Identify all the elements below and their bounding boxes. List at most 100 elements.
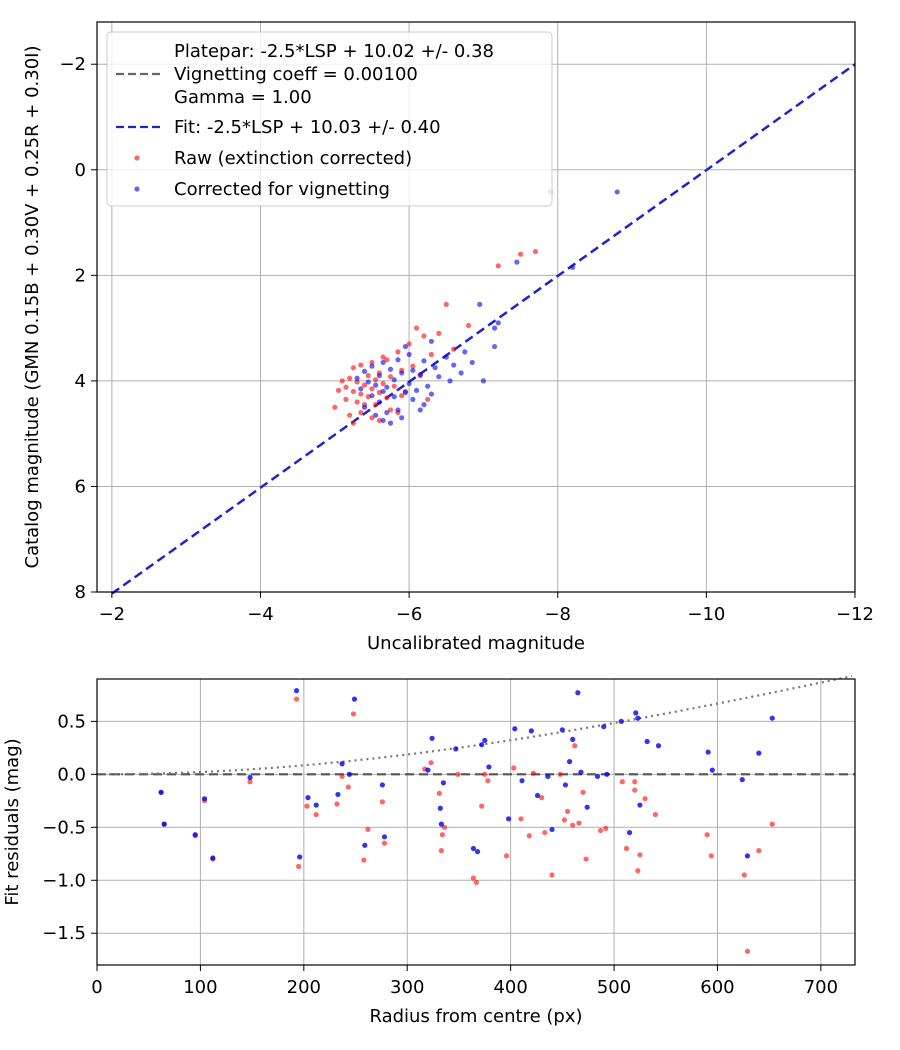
raw-point [451, 346, 457, 352]
residual-corrected-point [210, 855, 216, 861]
corrected-point [447, 378, 453, 384]
fit-line [111, 63, 856, 595]
residual-corrected-point [566, 759, 573, 765]
corrected-point [391, 377, 397, 383]
corrected-point [570, 264, 576, 271]
residual-corrected-point [705, 749, 711, 755]
residual-raw-point [304, 803, 310, 809]
bottom-x-tick-label: 700 [804, 977, 838, 998]
raw-point [532, 248, 539, 255]
residual-raw-point [637, 852, 643, 858]
corrected-point [421, 402, 427, 408]
residual-corrected-point [438, 821, 444, 827]
residual-corrected-point [570, 736, 576, 742]
residual-corrected-point [709, 767, 715, 773]
bottom-y-ticks: 0.5 0.0 −0.5 −1.0 −1.5 [42, 711, 97, 944]
legend-entry-raw: Raw (extinction corrected) [174, 148, 412, 169]
residual-corrected-point [351, 696, 358, 702]
corrected-point [417, 407, 423, 413]
corrected-point [365, 379, 371, 385]
residual-corrected-point [637, 802, 643, 808]
corrected-point [373, 382, 379, 388]
corrected-point [399, 370, 405, 376]
residual-raw-point [623, 845, 630, 852]
residual-corrected-point [626, 829, 633, 836]
top-y-tick-label: −2 [59, 54, 86, 75]
raw-point [387, 407, 394, 413]
residual-raw-point [561, 817, 568, 823]
raw-point [391, 383, 397, 389]
corrected-point [376, 399, 382, 405]
raw-point [373, 402, 379, 408]
corrected-point [480, 378, 487, 384]
top-x-tick-label: −4 [247, 604, 274, 625]
bottom-x-tick-label: 200 [287, 977, 321, 998]
residual-corrected-point [339, 761, 345, 767]
raw-point [399, 393, 405, 399]
residual-raw-point [572, 743, 578, 749]
residual-raw-point [379, 799, 386, 805]
residual-corrected-point [528, 728, 534, 734]
residual-raw-point [482, 771, 488, 777]
corrected-point [458, 370, 464, 376]
residual-corrected-point [482, 737, 488, 744]
corrected-point [369, 363, 375, 369]
top-x-tick-label: −2 [99, 604, 126, 625]
residual-raw-point [756, 848, 762, 854]
bottom-x-tick-label: 500 [597, 977, 631, 998]
residuals-plot: 0 100 200 300 400 500 600 700 0.5 0.0 −0.5 −1.0 −1.… [2, 675, 856, 1027]
residual-corrected-point [425, 767, 431, 773]
residual-corrected-point [575, 690, 581, 696]
residual-raw-point [296, 863, 302, 870]
residual-corrected-point [601, 724, 607, 730]
corrected-point [395, 357, 401, 363]
legend: Platepar: -2.5*LSP + 10.02 +/- 0.38 Vign… [106, 31, 553, 207]
bottom-grid [96, 679, 855, 965]
residual-corrected-point [584, 804, 590, 810]
residual-corrected-point [618, 718, 624, 724]
bottom-points [158, 688, 775, 954]
corrected-point [387, 420, 394, 426]
residual-raw-point [438, 848, 444, 854]
residual-corrected-point [201, 796, 208, 802]
magnitude-plot: −2 −4 −6 −8 −10 −12 −2 0 2 4 6 8 Uncalibrated magn… [22, 21, 874, 654]
residual-corrected-point [769, 715, 775, 721]
raw-point [495, 263, 501, 269]
corrected-point [384, 384, 390, 390]
legend-entry-vignetting: Vignetting coeff = 0.00100 [174, 64, 418, 85]
bottom-reference-lines [97, 675, 855, 776]
bottom-x-tick-label: 0 [91, 977, 102, 998]
corrected-point [402, 389, 409, 396]
legend-raw-swatch [134, 155, 140, 161]
raw-point [436, 330, 442, 336]
raw-point [350, 420, 356, 426]
residual-raw-point [365, 826, 371, 833]
residual-raw-point [652, 811, 659, 818]
residual-raw-point [744, 948, 751, 954]
raw-point [365, 373, 371, 379]
raw-point [384, 357, 390, 363]
raw-point [387, 374, 394, 380]
top-y-axis-label: Catalog magnitude (GMN 0.15B + 0.30V + 0… [22, 45, 43, 568]
corrected-point [361, 368, 368, 374]
corrected-point [413, 387, 420, 393]
residual-raw-point [339, 773, 345, 780]
legend-entry-platepar: Platepar: -2.5*LSP + 10.02 +/- 0.38 [174, 41, 494, 62]
corrected-point [358, 386, 364, 392]
residual-corrected-point [505, 816, 512, 822]
residual-corrected-point [192, 832, 198, 838]
legend-corrected-swatch [134, 186, 140, 192]
corrected-point [421, 358, 427, 364]
top-x-tick-label: −6 [396, 604, 423, 625]
vignetting-model-curve [97, 675, 853, 776]
corrected-point [462, 349, 468, 355]
bottom-x-axis-label: Radius from centre (px) [369, 1006, 582, 1027]
corrected-point [380, 417, 386, 424]
residual-raw-point [542, 829, 548, 836]
residual-raw-point [511, 765, 517, 771]
raw-point [335, 387, 342, 393]
raw-point [410, 363, 416, 369]
residual-raw-point [603, 825, 609, 831]
residual-raw-point [557, 771, 563, 777]
raw-point [369, 415, 375, 421]
